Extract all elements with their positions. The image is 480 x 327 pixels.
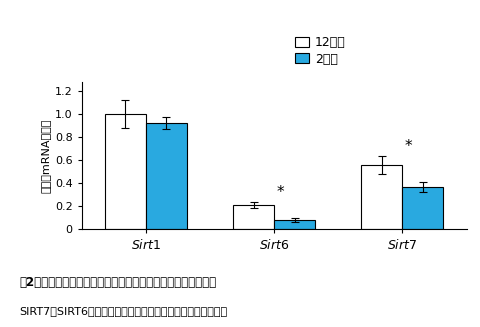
Text: *: * xyxy=(404,139,411,154)
Y-axis label: 相対的mRNA発現量: 相対的mRNA発現量 xyxy=(41,118,51,193)
Bar xyxy=(274,220,314,229)
Bar xyxy=(233,205,274,229)
Text: *: * xyxy=(276,185,283,200)
Bar xyxy=(105,114,145,229)
Bar xyxy=(402,187,443,229)
Bar xyxy=(145,123,187,229)
Legend: 12週齢, 2年齢: 12週齢, 2年齢 xyxy=(294,37,345,66)
Bar xyxy=(360,165,402,229)
Text: 図2：老齢マウスの骨組織における核内サーチュインの発現量: 図2：老齢マウスの骨組織における核内サーチュインの発現量 xyxy=(19,276,216,289)
Text: SIRT7とSIRT6の発現が老齢マウスの骨組織で減少している。: SIRT7とSIRT6の発現が老齢マウスの骨組織で減少している。 xyxy=(19,306,227,316)
